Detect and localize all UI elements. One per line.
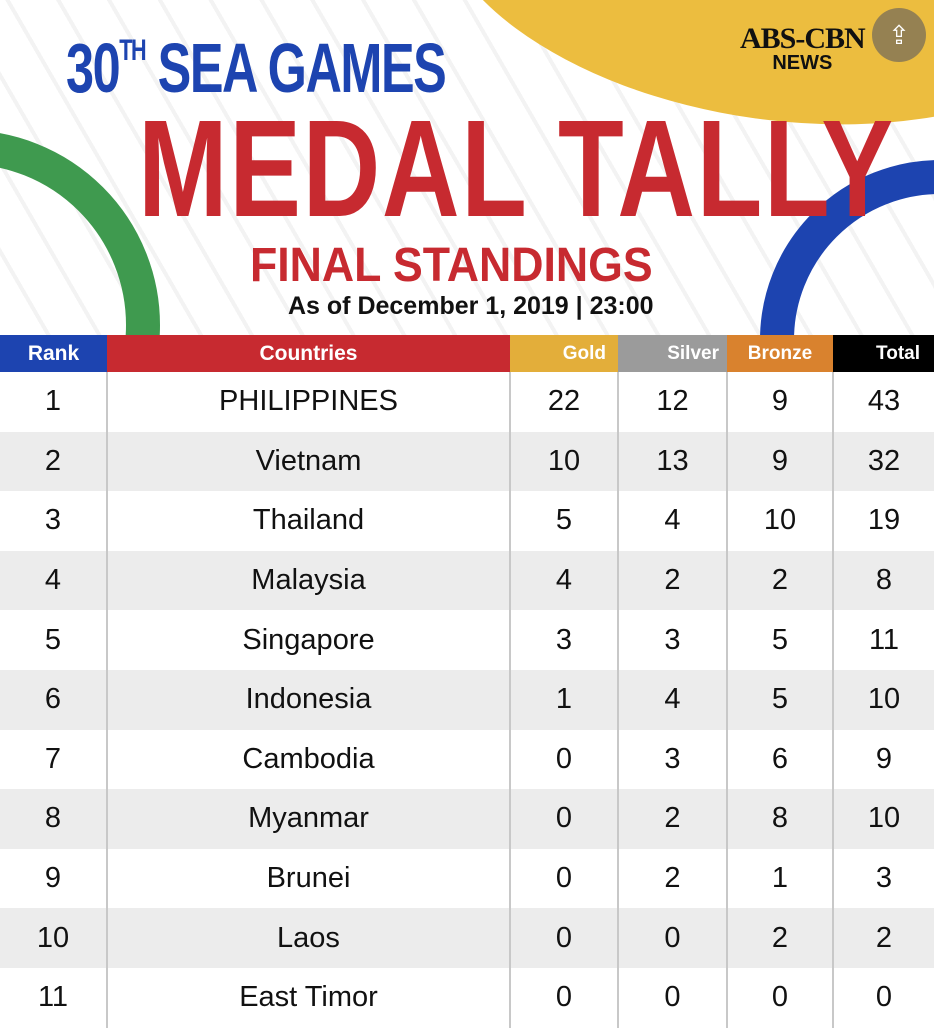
silver-cell: 0 bbox=[617, 908, 727, 968]
column-header-rank: Rank bbox=[0, 335, 107, 372]
table-row: 3 Thailand 5 4 10 19 bbox=[0, 491, 934, 551]
country-cell: Laos bbox=[106, 908, 510, 968]
bronze-cell: 8 bbox=[726, 789, 833, 849]
silver-cell: 2 bbox=[617, 789, 727, 849]
country-cell: Indonesia bbox=[106, 669, 510, 730]
share-icon[interactable]: ⇪ bbox=[872, 8, 926, 62]
total-cell: 9 bbox=[832, 729, 934, 790]
silver-cell: 0 bbox=[617, 967, 727, 1028]
gold-cell: 1 bbox=[509, 669, 618, 730]
total-cell: 32 bbox=[832, 431, 934, 492]
bronze-cell: 2 bbox=[726, 550, 833, 611]
bronze-cell: 0 bbox=[726, 967, 833, 1028]
silver-cell: 3 bbox=[617, 729, 727, 790]
rank-cell: 1 bbox=[44, 385, 62, 418]
country-cell: Vietnam bbox=[106, 431, 510, 492]
bronze-cell: 9 bbox=[726, 431, 833, 492]
country-cell: PHILIPPINES bbox=[106, 372, 510, 432]
silver-cell: 3 bbox=[617, 610, 727, 670]
table-row: 11 East Timor 0 0 0 0 bbox=[0, 967, 934, 1028]
table-row: 2 Vietnam 10 13 9 32 bbox=[0, 431, 934, 492]
total-cell: 11 bbox=[832, 610, 934, 670]
banner: 30TH SEA GAMES MEDAL TALLY FINAL STANDIN… bbox=[0, 0, 934, 335]
table-row: 7 Cambodia 0 3 6 9 bbox=[0, 729, 934, 790]
total-cell: 10 bbox=[832, 669, 934, 730]
total-cell: 3 bbox=[832, 848, 934, 909]
silver-cell: 12 bbox=[617, 372, 727, 432]
silver-cell: 2 bbox=[617, 550, 727, 611]
silver-cell: 13 bbox=[617, 431, 727, 492]
gold-cell: 0 bbox=[509, 848, 618, 909]
total-cell: 43 bbox=[832, 372, 934, 432]
bronze-cell: 10 bbox=[726, 491, 833, 551]
gold-cell: 0 bbox=[509, 729, 618, 790]
rank-cell: 7 bbox=[44, 742, 62, 775]
column-header-countries: Countries bbox=[107, 335, 510, 372]
column-header-total: Total bbox=[833, 335, 934, 372]
rank-cell: 2 bbox=[0, 431, 107, 492]
total-cell: 19 bbox=[832, 491, 934, 551]
rank-cell: 5 bbox=[44, 623, 62, 656]
rank-cell: 10 bbox=[0, 908, 107, 968]
country-cell: Thailand bbox=[106, 491, 510, 551]
rank-cell: 9 bbox=[44, 862, 62, 895]
gold-cell: 10 bbox=[509, 431, 618, 492]
rank-cell: 8 bbox=[0, 789, 107, 849]
total-cell: 8 bbox=[832, 550, 934, 611]
column-header-gold: Gold bbox=[510, 335, 618, 372]
silver-cell: 4 bbox=[617, 669, 727, 730]
bronze-cell: 1 bbox=[726, 848, 833, 909]
gold-cell: 0 bbox=[509, 908, 618, 968]
table-row: 8 Myanmar 0 2 8 10 bbox=[0, 789, 934, 849]
green-ring-decoration bbox=[0, 130, 160, 335]
gold-cell: 4 bbox=[509, 550, 618, 611]
abs-cbn-logo: ABS-CBN NEWS bbox=[740, 22, 866, 74]
gold-cell: 0 bbox=[509, 967, 618, 1028]
gold-cell: 5 bbox=[509, 491, 618, 551]
column-header-silver: Silver bbox=[618, 335, 727, 372]
column-header-bronze: Bronze bbox=[727, 335, 833, 372]
table-row: 5 Singapore 3 3 5 11 bbox=[0, 610, 934, 670]
event-title: 30TH SEA GAMES bbox=[66, 29, 447, 107]
subtitle: FINAL STANDINGS bbox=[250, 239, 653, 292]
country-cell: Singapore bbox=[106, 610, 510, 670]
bronze-cell: 9 bbox=[726, 372, 833, 432]
total-cell: 2 bbox=[832, 908, 934, 968]
total-cell: 10 bbox=[832, 789, 934, 849]
country-cell: East Timor bbox=[106, 967, 510, 1028]
bronze-cell: 5 bbox=[726, 610, 833, 670]
rank-cell: 3 bbox=[44, 504, 62, 537]
rank-cell: 4 bbox=[0, 550, 107, 611]
rank-cell: 11 bbox=[37, 981, 69, 1014]
silver-cell: 2 bbox=[617, 848, 727, 909]
gold-cell: 0 bbox=[509, 789, 618, 849]
country-cell: Cambodia bbox=[106, 729, 510, 790]
total-cell: 0 bbox=[832, 967, 934, 1028]
gold-cell: 3 bbox=[509, 610, 618, 670]
table-row: 9 Brunei 0 2 1 3 bbox=[0, 848, 934, 909]
silver-cell: 4 bbox=[617, 491, 727, 551]
country-cell: Myanmar bbox=[106, 789, 510, 849]
bronze-cell: 2 bbox=[726, 908, 833, 968]
table-row: 1 PHILIPPINES 22 12 9 43 bbox=[0, 372, 934, 432]
page-title: MEDAL TALLY bbox=[138, 92, 895, 246]
table-row: 6 Indonesia 1 4 5 10 bbox=[0, 669, 934, 730]
table-row: 4 Malaysia 4 2 2 8 bbox=[0, 550, 934, 611]
medal-table: 1 PHILIPPINES 22 12 9 43 2 Vietnam 10 13 9 32 3 Thail… bbox=[0, 372, 934, 1028]
bronze-cell: 5 bbox=[726, 669, 833, 730]
as-of-timestamp: As of December 1, 2019 | 23:00 bbox=[288, 292, 654, 320]
table-row: 10 Laos 0 0 2 2 bbox=[0, 908, 934, 968]
country-cell: Brunei bbox=[106, 848, 510, 909]
rank-cell: 6 bbox=[0, 669, 107, 730]
country-cell: Malaysia bbox=[106, 550, 510, 611]
gold-cell: 22 bbox=[509, 372, 618, 432]
bronze-cell: 6 bbox=[726, 729, 833, 790]
